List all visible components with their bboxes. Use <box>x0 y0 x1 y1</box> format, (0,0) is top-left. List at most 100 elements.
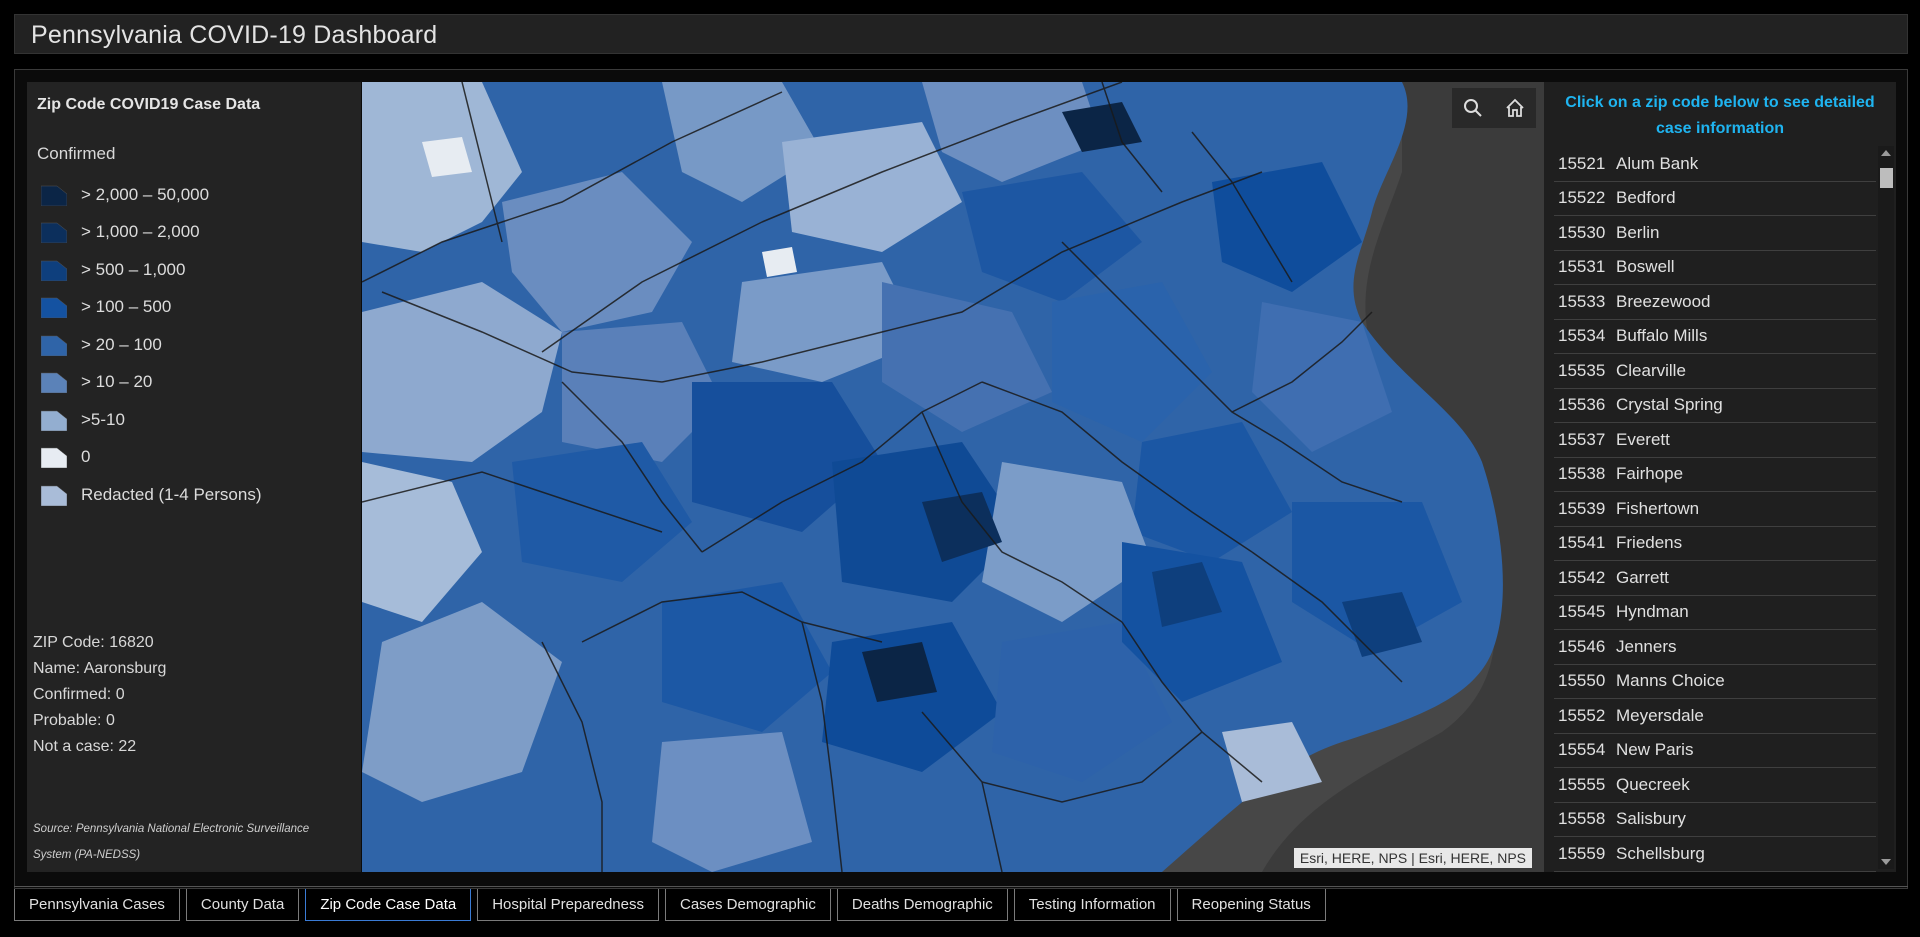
legend-item: > 10 – 20 <box>41 364 261 402</box>
zip-list-item[interactable]: 15541 Friedens <box>1554 527 1876 561</box>
zip-name: Bedford <box>1616 188 1676 208</box>
zip-name: Manns Choice <box>1616 671 1725 691</box>
zip-list-item[interactable]: 15542 Garrett <box>1554 561 1876 596</box>
title-bar: Pennsylvania COVID-19 Dashboard <box>14 14 1908 54</box>
page-title: Pennsylvania COVID-19 Dashboard <box>31 21 438 49</box>
zip-list-header: Click on a zip code below to see detaile… <box>1565 94 1875 137</box>
legend-swatch <box>41 371 67 394</box>
legend-panel: Zip Code COVID19 Case Data Confirmed > 2… <box>27 82 361 872</box>
zip-name: Hyndman <box>1616 602 1689 622</box>
info-confirmed: Confirmed: 0 <box>33 686 125 703</box>
zip-code: 15541 <box>1558 533 1606 553</box>
zip-name: Schellsburg <box>1616 843 1705 863</box>
legend-label: > 10 – 20 <box>81 372 153 392</box>
zip-list-item[interactable]: 15552 Meyersdale <box>1554 699 1876 734</box>
zip-list-item[interactable]: 15533 Breezewood <box>1554 285 1876 320</box>
legend-swatch <box>41 484 67 506</box>
zip-code: 15531 <box>1558 257 1606 277</box>
selected-zip-info: ZIP Code: 16820 Name: Aaronsburg Confirm… <box>33 630 166 760</box>
zip-name: Breezewood <box>1616 291 1711 311</box>
home-icon <box>1506 98 1524 117</box>
zip-name: Meyersdale <box>1616 705 1704 725</box>
legend-item: > 500 – 1,000 <box>41 251 261 289</box>
zip-list: 15521 Alum Bank 15522 Bedford 15530 Berlin 155… <box>1554 147 1876 872</box>
info-zip: ZIP Code: 16820 <box>33 634 154 651</box>
zip-list-item[interactable]: 15558 Salisbury <box>1554 803 1876 837</box>
zip-code: 15552 <box>1558 705 1606 725</box>
zip-list-item[interactable]: 15534 Buffalo Mills <box>1554 320 1876 354</box>
zip-code: 15554 <box>1558 740 1606 760</box>
legend-label: > 100 – 500 <box>81 297 172 317</box>
zip-list-item[interactable]: 15537 Everett <box>1554 423 1876 458</box>
source-note: Source: Pennsylvania National Electronic… <box>33 823 310 861</box>
zip-code: 15539 <box>1558 498 1606 518</box>
zip-name: Clearville <box>1616 360 1686 380</box>
zip-name: Buffalo Mills <box>1616 326 1708 346</box>
zip-code: 15533 <box>1558 291 1606 311</box>
tab-zip-code-case-data[interactable]: Zip Code Case Data <box>305 889 472 921</box>
zip-code: 15536 <box>1558 395 1606 415</box>
legend-label: >5-10 <box>81 409 125 429</box>
legend-item: > 20 – 100 <box>41 326 261 364</box>
legend-item: > 100 – 500 <box>41 289 261 327</box>
zip-list-item[interactable]: 15535 Clearville <box>1554 354 1876 389</box>
map-search-button[interactable] <box>1452 88 1494 128</box>
scroll-thumb[interactable] <box>1880 168 1893 188</box>
legend-label: > 20 – 100 <box>81 334 162 354</box>
tab-deaths-demographic[interactable]: Deaths Demographic <box>836 889 1008 921</box>
legend-label: > 500 – 1,000 <box>81 259 186 279</box>
map-view[interactable]: Esri, HERE, NPS | Esri, HERE, NPS <box>362 82 1544 872</box>
legend-label: 0 <box>81 447 91 467</box>
zip-code: 15535 <box>1558 360 1606 380</box>
scroll-down-icon[interactable] <box>1881 859 1891 865</box>
legend-label: > 2,000 – 50,000 <box>81 184 210 204</box>
zip-code: 15559 <box>1558 843 1606 863</box>
info-name: Name: Aaronsburg <box>33 660 167 677</box>
tab-hospital-preparedness[interactable]: Hospital Preparedness <box>477 889 659 921</box>
zip-list-item[interactable]: 15522 Bedford <box>1554 182 1876 216</box>
zip-list-item[interactable]: 15538 Fairhope <box>1554 458 1876 492</box>
map-attribution: Esri, HERE, NPS | Esri, HERE, NPS <box>1293 848 1532 868</box>
dashboard-tabs: Pennsylvania Cases County Data Zip Code Ca… <box>14 889 1332 921</box>
zip-name: Everett <box>1616 429 1670 449</box>
tab-reopening-status[interactable]: Reopening Status <box>1176 889 1326 921</box>
zip-name: New Paris <box>1616 740 1694 760</box>
tab-testing-information[interactable]: Testing Information <box>1013 889 1171 921</box>
zip-list-item[interactable]: 15559 Schellsburg <box>1554 837 1876 872</box>
zip-list-item[interactable]: 15536 Crystal Spring <box>1554 389 1876 423</box>
zip-list-item[interactable]: 15531 Boswell <box>1554 251 1876 285</box>
zip-code: 15537 <box>1558 429 1606 449</box>
zip-list-item[interactable]: 15546 Jenners <box>1554 630 1876 665</box>
legend-item: >5-10 <box>41 401 261 439</box>
info-not-case: Not a case: 22 <box>33 738 137 755</box>
tab-county-data[interactable]: County Data <box>185 889 300 921</box>
zip-name: Berlin <box>1616 222 1660 242</box>
zip-list-item[interactable]: 15554 New Paris <box>1554 734 1876 768</box>
zip-list-item[interactable]: 15530 Berlin <box>1554 216 1876 251</box>
tab-pennsylvania-cases[interactable]: Pennsylvania Cases <box>14 889 180 921</box>
zip-list-item[interactable]: 15521 Alum Bank <box>1554 147 1876 182</box>
zip-list-item[interactable]: 15545 Hyndman <box>1554 596 1876 630</box>
zip-name: Garrett <box>1616 567 1669 587</box>
legend-label: Redacted (1-4 Persons) <box>81 484 262 504</box>
zip-code: 15521 <box>1558 153 1606 173</box>
legend-swatch <box>41 221 67 244</box>
legend-item: > 2,000 – 50,000 <box>41 176 261 214</box>
zip-name: Fairhope <box>1616 464 1684 484</box>
tab-bar <box>14 886 1908 926</box>
zip-list-item[interactable]: 15539 Fishertown <box>1554 492 1876 527</box>
legend-swatch <box>41 296 67 319</box>
legend-item: 0 <box>41 439 261 477</box>
zip-list-scrollbar[interactable] <box>1878 146 1894 869</box>
zip-name: Salisbury <box>1616 809 1686 829</box>
zip-name: Jenners <box>1616 636 1677 656</box>
tab-cases-demographic[interactable]: Cases Demographic <box>664 889 831 921</box>
zip-code: 15550 <box>1558 671 1606 691</box>
zip-list-item[interactable]: 15555 Quecreek <box>1554 768 1876 803</box>
zip-list-item[interactable]: 15550 Manns Choice <box>1554 665 1876 699</box>
map-home-button[interactable] <box>1494 88 1536 128</box>
scroll-up-icon[interactable] <box>1881 150 1891 156</box>
zip-code: 15534 <box>1558 326 1606 346</box>
choropleth-map[interactable] <box>362 82 1544 872</box>
zip-code: 15558 <box>1558 809 1606 829</box>
